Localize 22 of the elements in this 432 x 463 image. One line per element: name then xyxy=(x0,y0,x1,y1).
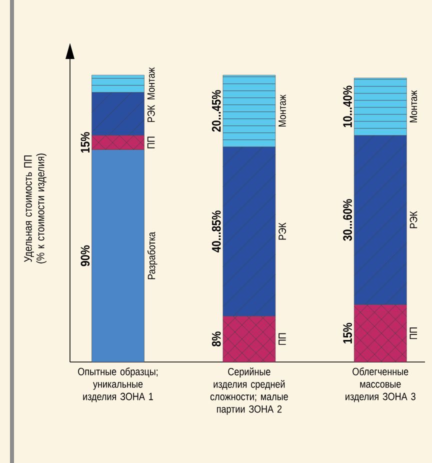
annotation: 8% xyxy=(212,332,221,346)
text: РЭК xyxy=(278,222,286,240)
x-tick-label: Опытные образцы; уникальные изделия ЗОНА 1 xyxy=(78,368,158,402)
annotation: 15% xyxy=(80,132,90,153)
annotation: 30...60% xyxy=(343,199,352,241)
text: Разработка xyxy=(147,232,158,280)
y-axis-title: Удельная стоимость ПП (% к стоимости изделия) xyxy=(24,154,46,264)
x-tick-label: Серийные изделия средней сложности; малые партии ЗОНА 2 xyxy=(210,368,288,415)
annotation: 10...40% xyxy=(343,86,352,128)
text: Монтаж xyxy=(278,94,286,127)
text: ПП xyxy=(410,328,418,340)
x-tick-label: Облегченные массовые изделия ЗОНА 3 xyxy=(346,368,416,402)
text: РЭК xyxy=(147,105,155,122)
text: Монтаж xyxy=(410,90,418,122)
annotation: 40...85% xyxy=(212,210,221,252)
annotation: 90% xyxy=(80,245,90,266)
legend-label: ПП xyxy=(147,136,155,148)
text: РЭК xyxy=(410,211,418,228)
text: Монтаж xyxy=(147,67,155,100)
annotation: 20...45% xyxy=(212,90,221,132)
text: ПП xyxy=(278,333,286,345)
annotation: 15% xyxy=(343,322,352,344)
